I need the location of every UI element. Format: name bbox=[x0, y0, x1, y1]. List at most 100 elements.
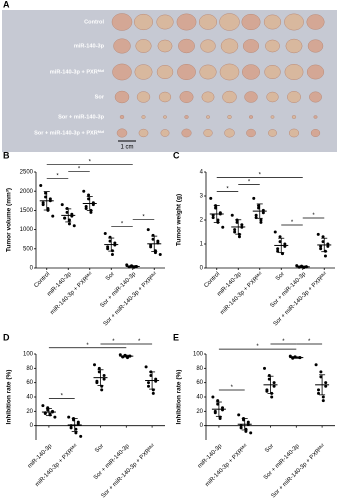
tumor bbox=[201, 91, 215, 103]
sig-label: * bbox=[259, 172, 262, 178]
data-point bbox=[41, 203, 45, 207]
data-point bbox=[118, 353, 122, 357]
tumor bbox=[134, 13, 153, 31]
data-point bbox=[46, 408, 50, 412]
sig-label: * bbox=[226, 186, 229, 192]
data-point bbox=[44, 191, 48, 195]
tumor bbox=[313, 115, 318, 119]
tumor bbox=[156, 64, 174, 80]
data-point bbox=[239, 424, 243, 428]
scale-label: 1 cm bbox=[120, 145, 133, 151]
data-point bbox=[276, 249, 280, 253]
data-point bbox=[93, 363, 96, 367]
data-point bbox=[147, 384, 150, 388]
data-point bbox=[72, 418, 75, 422]
data-point bbox=[153, 251, 157, 255]
sig-label: * bbox=[61, 394, 64, 400]
data-point bbox=[84, 206, 88, 210]
data-point bbox=[319, 375, 323, 379]
row-label: Sor + miR-140-3p + PXRᴹᵘᵗ bbox=[34, 129, 105, 136]
data-point bbox=[53, 415, 57, 419]
data-point bbox=[283, 242, 287, 246]
data-point bbox=[97, 366, 101, 370]
tumor bbox=[114, 90, 130, 104]
tumor bbox=[268, 129, 277, 137]
data-point bbox=[89, 210, 93, 214]
tumor bbox=[111, 13, 133, 31]
tumor bbox=[242, 39, 260, 53]
tumor bbox=[227, 115, 232, 119]
tumor bbox=[198, 14, 218, 30]
x-tick-label: miR-140-3p + PXRᴹᵘᵗ bbox=[219, 270, 265, 316]
data-point bbox=[263, 366, 266, 370]
data-point bbox=[317, 388, 320, 392]
tumor bbox=[163, 115, 167, 119]
data-point bbox=[321, 240, 325, 244]
data-point bbox=[317, 391, 320, 395]
row-label: miR-140-3p bbox=[74, 43, 105, 49]
tumor bbox=[112, 63, 132, 81]
y-tick-label: 40 bbox=[26, 395, 33, 401]
data-point bbox=[230, 213, 234, 217]
y-tick-label: 100 bbox=[23, 352, 34, 358]
data-point bbox=[259, 218, 263, 222]
tumor bbox=[306, 64, 325, 80]
x-tick-label: miR-140-3p bbox=[197, 443, 224, 470]
data-point bbox=[265, 389, 269, 393]
data-point bbox=[72, 224, 76, 228]
sig-label: * bbox=[121, 222, 124, 228]
tumor bbox=[306, 14, 325, 30]
tumor bbox=[158, 91, 172, 103]
data-point bbox=[67, 415, 71, 419]
tumor bbox=[265, 39, 280, 53]
tumor bbox=[310, 129, 321, 137]
data-point bbox=[149, 245, 153, 249]
data-point bbox=[108, 239, 112, 243]
data-point bbox=[97, 370, 101, 374]
data-point bbox=[79, 434, 83, 438]
tumor bbox=[177, 63, 196, 81]
data-point bbox=[63, 216, 67, 220]
x-tick-label: Sor + miR-140-3p + PXRᴹᵘᵗ bbox=[100, 442, 157, 499]
data-point bbox=[51, 214, 55, 218]
tumor bbox=[222, 90, 237, 104]
tumor bbox=[219, 13, 240, 31]
data-point bbox=[235, 220, 239, 224]
tumor bbox=[141, 115, 146, 119]
tumor bbox=[285, 38, 303, 54]
tumor bbox=[134, 64, 153, 80]
data-point bbox=[244, 429, 248, 433]
tumor bbox=[200, 39, 216, 53]
row-label: Control bbox=[84, 19, 104, 25]
data-point bbox=[237, 413, 241, 417]
data-point bbox=[319, 247, 323, 251]
tumor bbox=[157, 39, 173, 53]
data-point bbox=[158, 253, 162, 257]
data-point bbox=[216, 399, 220, 403]
data-point bbox=[213, 411, 217, 415]
data-point bbox=[314, 363, 318, 367]
data-point bbox=[259, 220, 263, 224]
y-tick-label: 0 bbox=[200, 423, 204, 429]
row-label: miR-140-3p + PXRᴹᵘᵗ bbox=[50, 68, 105, 75]
sig-label: * bbox=[248, 179, 251, 185]
data-point bbox=[326, 244, 330, 248]
x-tick-label: Sor bbox=[94, 443, 105, 454]
data-point bbox=[110, 253, 114, 257]
tumor bbox=[203, 129, 213, 137]
data-point bbox=[218, 417, 222, 420]
y-axis-title: Tumor weight (g) bbox=[176, 194, 183, 246]
sig-label: * bbox=[56, 174, 59, 180]
tumor bbox=[248, 115, 254, 119]
panel-letter: C bbox=[173, 150, 180, 160]
data-point bbox=[44, 195, 48, 199]
data-point bbox=[211, 395, 215, 399]
x-tick-label: Control bbox=[203, 271, 221, 289]
data-point bbox=[316, 232, 320, 236]
data-point bbox=[249, 431, 253, 435]
tumor bbox=[184, 115, 189, 119]
sig-label: * bbox=[112, 339, 115, 345]
data-point bbox=[237, 235, 241, 239]
sig-label: * bbox=[86, 343, 89, 349]
